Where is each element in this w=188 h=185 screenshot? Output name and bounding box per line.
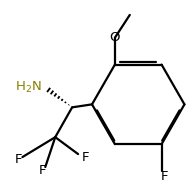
Text: O: O [110,31,120,44]
Text: F: F [39,164,46,177]
Text: F: F [15,153,22,166]
Text: F: F [82,151,89,164]
Text: F: F [161,170,168,184]
Text: H$_2$N: H$_2$N [15,80,42,95]
